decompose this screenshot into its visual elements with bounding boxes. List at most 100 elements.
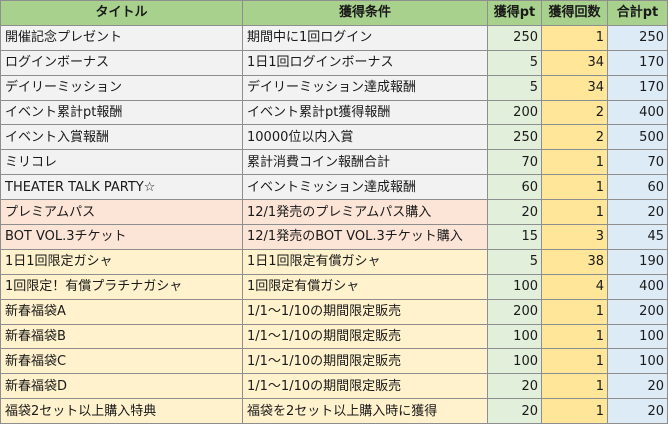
cell-pt: 70 bbox=[487, 149, 542, 176]
cell-count: 2 bbox=[541, 124, 608, 151]
cell-title: 1日1回限定ガシャ bbox=[0, 248, 243, 275]
table-row: デイリーミッション デイリーミッション達成報酬 5 34 170 bbox=[0, 74, 668, 101]
cell-total: 20 bbox=[607, 199, 668, 226]
cell-total: 190 bbox=[607, 248, 668, 275]
table-row: BOT VOL.3チケット 12/1発売のBOT VOL.3チケット購入 15 3 45 bbox=[0, 224, 668, 250]
table-row: 1回限定！有償プラチナガシャ 1回限定有償ガシャ 100 4 400 bbox=[0, 273, 668, 300]
table-row: プレミアムパス 12/1発売のプレミアムパス購入 20 1 20 bbox=[0, 199, 668, 226]
cell-condition: 1/1～1/10の期間限定販売 bbox=[242, 348, 488, 375]
cell-pt: 250 bbox=[487, 124, 542, 151]
cell-pt: 200 bbox=[487, 298, 542, 325]
cell-pt: 20 bbox=[487, 199, 542, 226]
cell-title: 1回限定！有償プラチナガシャ bbox=[0, 273, 243, 300]
cell-pt: 250 bbox=[487, 24, 542, 51]
cell-condition: 1回限定有償ガシャ bbox=[242, 273, 488, 300]
header-row: タイトル 獲得条件 獲得pt 獲得回数 合計pt bbox=[0, 0, 668, 26]
table-row: イベント累計pt報酬 イベント累計pt獲得報酬 200 2 400 bbox=[0, 99, 668, 126]
cell-pt: 100 bbox=[487, 273, 542, 300]
cell-condition: デイリーミッション達成報酬 bbox=[242, 74, 488, 101]
cell-condition: 1/1～1/10の期間限定販売 bbox=[242, 373, 488, 400]
cell-total: 20 bbox=[607, 373, 668, 400]
cell-total: 70 bbox=[607, 149, 668, 176]
table-row: 福袋2セット以上購入特典 福袋を2セット以上購入時に獲得 20 1 20 bbox=[0, 398, 668, 425]
table-row: THEATER TALK PARTY☆ イベントミッション達成報酬 60 1 60 bbox=[0, 174, 668, 201]
cell-condition: イベントミッション達成報酬 bbox=[242, 174, 488, 201]
table-row: 新春福袋A 1/1～1/10の期間限定販売 200 1 200 bbox=[0, 298, 668, 325]
cell-pt: 15 bbox=[487, 224, 542, 250]
cell-count: 34 bbox=[541, 49, 608, 76]
cell-count: 38 bbox=[541, 248, 608, 275]
table-row: 新春福袋D 1/1～1/10の期間限定販売 20 1 20 bbox=[0, 373, 668, 400]
cell-pt: 5 bbox=[487, 248, 542, 275]
table-row: 開催記念プレゼント 期間中に1回ログイン 250 1 250 bbox=[0, 24, 668, 51]
cell-count: 1 bbox=[541, 398, 608, 425]
cell-title: 新春福袋B bbox=[0, 323, 243, 350]
cell-pt: 60 bbox=[487, 174, 542, 201]
cell-condition: 累計消費コイン報酬合計 bbox=[242, 149, 488, 176]
cell-total: 100 bbox=[607, 348, 668, 375]
cell-condition: 10000位以内入賞 bbox=[242, 124, 488, 151]
cell-total: 20 bbox=[607, 398, 668, 425]
cell-total: 45 bbox=[607, 224, 668, 250]
cell-title: 新春福袋C bbox=[0, 348, 243, 375]
cell-total: 200 bbox=[607, 298, 668, 325]
cell-total: 250 bbox=[607, 24, 668, 51]
header-condition: 獲得条件 bbox=[242, 0, 488, 26]
table-row: 新春福袋B 1/1～1/10の期間限定販売 100 1 100 bbox=[0, 323, 668, 350]
table-row: ミリコレ 累計消費コイン報酬合計 70 1 70 bbox=[0, 149, 668, 176]
cell-pt: 5 bbox=[487, 49, 542, 76]
cell-title: 福袋2セット以上購入特典 bbox=[0, 398, 243, 425]
cell-title: イベント入賞報酬 bbox=[0, 124, 243, 151]
header-pt: 獲得pt bbox=[487, 0, 542, 26]
cell-title: BOT VOL.3チケット bbox=[0, 224, 243, 250]
cell-total: 170 bbox=[607, 49, 668, 76]
cell-title: デイリーミッション bbox=[0, 74, 243, 101]
cell-condition: 福袋を2セット以上購入時に獲得 bbox=[242, 398, 488, 425]
cell-condition: 1日1回限定有償ガシャ bbox=[242, 248, 488, 275]
cell-condition: イベント累計pt獲得報酬 bbox=[242, 99, 488, 126]
cell-title: ログインボーナス bbox=[0, 49, 243, 76]
header-count: 獲得回数 bbox=[541, 0, 608, 26]
table-row: ログインボーナス 1日1回ログインボーナス 5 34 170 bbox=[0, 49, 668, 76]
cell-total: 500 bbox=[607, 124, 668, 151]
cell-pt: 200 bbox=[487, 99, 542, 126]
table-row: 新春福袋C 1/1～1/10の期間限定販売 100 1 100 bbox=[0, 348, 668, 375]
cell-total: 170 bbox=[607, 74, 668, 101]
cell-title: ミリコレ bbox=[0, 149, 243, 176]
cell-count: 3 bbox=[541, 224, 608, 250]
cell-count: 1 bbox=[541, 323, 608, 350]
cell-title: THEATER TALK PARTY☆ bbox=[0, 174, 243, 201]
cell-title: 開催記念プレゼント bbox=[0, 24, 243, 51]
header-title: タイトル bbox=[0, 0, 243, 26]
cell-total: 60 bbox=[607, 174, 668, 201]
cell-title: イベント累計pt報酬 bbox=[0, 99, 243, 126]
cell-condition: 12/1発売のプレミアムパス購入 bbox=[242, 199, 488, 226]
cell-pt: 100 bbox=[487, 323, 542, 350]
cell-pt: 100 bbox=[487, 348, 542, 375]
cell-count: 1 bbox=[541, 174, 608, 201]
cell-count: 2 bbox=[541, 99, 608, 126]
cell-count: 34 bbox=[541, 74, 608, 101]
cell-condition: 期間中に1回ログイン bbox=[242, 24, 488, 51]
table-row: イベント入賞報酬 10000位以内入賞 250 2 500 bbox=[0, 124, 668, 151]
cell-count: 1 bbox=[541, 373, 608, 400]
cell-total: 400 bbox=[607, 99, 668, 126]
cell-title: 新春福袋A bbox=[0, 298, 243, 325]
cell-title: プレミアムパス bbox=[0, 199, 243, 226]
cell-count: 1 bbox=[541, 149, 608, 176]
cell-condition: 1/1～1/10の期間限定販売 bbox=[242, 323, 488, 350]
cell-count: 1 bbox=[541, 24, 608, 51]
cell-title: 新春福袋D bbox=[0, 373, 243, 400]
cell-count: 1 bbox=[541, 348, 608, 375]
cell-count: 1 bbox=[541, 199, 608, 226]
table-row: 1日1回限定ガシャ 1日1回限定有償ガシャ 5 38 190 bbox=[0, 248, 668, 275]
cell-pt: 20 bbox=[487, 398, 542, 425]
table-body: 開催記念プレゼント 期間中に1回ログイン 250 1 250 ログインボーナス 1日1回ログ… bbox=[0, 24, 668, 425]
cell-condition: 12/1発売のBOT VOL.3チケット購入 bbox=[242, 224, 488, 250]
cell-count: 4 bbox=[541, 273, 608, 300]
cell-pt: 5 bbox=[487, 74, 542, 101]
cell-pt: 20 bbox=[487, 373, 542, 400]
cell-condition: 1/1～1/10の期間限定販売 bbox=[242, 298, 488, 325]
header-total: 合計pt bbox=[607, 0, 668, 26]
